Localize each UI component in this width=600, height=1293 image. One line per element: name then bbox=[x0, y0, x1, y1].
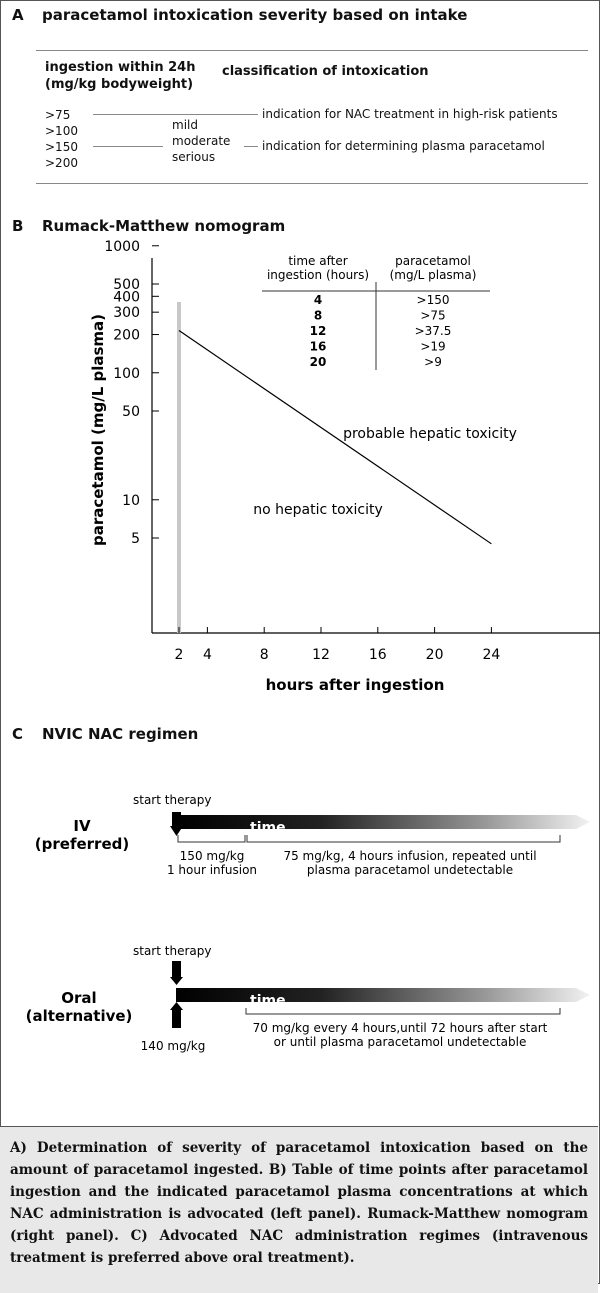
iv-label-sub: (preferred) bbox=[35, 835, 129, 853]
oral-dose-arrow bbox=[170, 1002, 183, 1010]
oral-dose-marker bbox=[172, 1010, 181, 1028]
iv-dose1-sub: 1 hour infusion bbox=[167, 863, 257, 877]
y-tick-label: 100 bbox=[113, 366, 140, 382]
iv-dose2: 75 mg/kg, 4 hours infusion, repeated unt… bbox=[283, 849, 536, 863]
table-header-conc: (mg/L plasma) bbox=[390, 268, 477, 282]
connector-line bbox=[244, 146, 258, 147]
y-tick-label: 400 bbox=[113, 289, 140, 305]
y-axis-label: paracetamol (mg/L plasma) bbox=[89, 314, 107, 546]
iv-dose1-bracket bbox=[177, 835, 246, 843]
table-time-cell: 16 bbox=[310, 340, 327, 354]
x-tick-label: 20 bbox=[426, 647, 444, 663]
y-tick-label: 50 bbox=[122, 404, 140, 420]
oral-dose2-bracket bbox=[245, 1008, 561, 1015]
table-header-time: time after bbox=[288, 254, 347, 268]
y-tick-label: 500 bbox=[113, 277, 140, 293]
regimen-diagram: start therapy time IV (preferred) 150 mg… bbox=[26, 793, 590, 1053]
col1-header-line2: (mg/kg bodyweight) bbox=[45, 77, 194, 92]
oral-dose2-sub: or until plasma paracetamol undetectable bbox=[274, 1035, 527, 1049]
intake-row: >200 bbox=[45, 156, 78, 170]
x-tick-label: 2 bbox=[175, 647, 184, 663]
panel-b-title: Rumack-Matthew nomogram bbox=[42, 217, 286, 235]
panel-a-bottom-rule bbox=[36, 183, 588, 184]
class-label: serious bbox=[172, 150, 216, 164]
oral-time-label: time bbox=[250, 993, 286, 1009]
x-tick-label: 24 bbox=[482, 647, 500, 663]
oral-label-sub: (alternative) bbox=[26, 1007, 133, 1025]
table-conc-cell: >75 bbox=[420, 309, 445, 323]
x-tick-label: 4 bbox=[203, 647, 212, 663]
oral-dose2: 70 mg/kg every 4 hours,until 72 hours af… bbox=[253, 1021, 548, 1035]
table-time-cell: 4 bbox=[314, 293, 322, 307]
iv-time-arrow bbox=[176, 815, 590, 829]
table-header-time: ingestion (hours) bbox=[267, 268, 369, 282]
x-axis-label: hours after ingestion bbox=[266, 676, 445, 694]
y-tick-label: 5 bbox=[131, 531, 140, 547]
panel-a-top-rule bbox=[36, 50, 588, 51]
oral-start-arrow bbox=[170, 977, 183, 985]
class-label: mild bbox=[172, 118, 198, 132]
x-tick-label: 16 bbox=[369, 647, 387, 663]
connector-line bbox=[93, 114, 258, 115]
table-time-cell: 12 bbox=[310, 324, 327, 338]
connector-line bbox=[93, 146, 163, 147]
iv-dose2-sub: plasma paracetamol undetectable bbox=[307, 863, 513, 877]
table-conc-cell: >9 bbox=[424, 355, 442, 369]
y-tick-label: 1000 bbox=[104, 240, 140, 255]
oral-start-label: start therapy bbox=[133, 944, 211, 958]
intake-row: >150 bbox=[45, 140, 78, 154]
intake-row: >100 bbox=[45, 124, 78, 138]
table-conc-cell: >150 bbox=[417, 293, 450, 307]
panel-a-letter: A bbox=[12, 6, 24, 24]
x-tick-label: 12 bbox=[312, 647, 330, 663]
iv-dose1: 150 mg/kg bbox=[180, 849, 245, 863]
panel-b-letter: B bbox=[12, 217, 24, 235]
oral-time-arrow bbox=[176, 988, 590, 1002]
threshold-line bbox=[178, 330, 492, 545]
x-tick-label: 8 bbox=[260, 647, 269, 663]
figure-caption: A) Determination of severity of paraceta… bbox=[0, 1126, 598, 1293]
panel-c-title: NVIC NAC regimen bbox=[42, 725, 199, 743]
table-header-conc: paracetamol bbox=[395, 254, 471, 268]
nac-indication-note: indication for NAC treatment in high-ris… bbox=[262, 107, 558, 121]
annotation-no-toxicity: no hepatic toxicity bbox=[253, 502, 383, 518]
y-tick-label: 200 bbox=[113, 328, 140, 344]
plasma-indication-note: indication for determining plasma parace… bbox=[262, 139, 545, 153]
iv-dose2-bracket bbox=[246, 835, 561, 843]
col2-header: classification of intoxication bbox=[222, 64, 429, 79]
annotation-probable-toxicity: probable hepatic toxicity bbox=[343, 426, 517, 442]
oral-label: Oral bbox=[61, 989, 96, 1007]
panel-c-letter: C bbox=[12, 725, 24, 743]
table-conc-cell: >37.5 bbox=[415, 324, 452, 338]
intake-row: >75 bbox=[45, 108, 71, 122]
y-tick-label: 10 bbox=[122, 493, 140, 509]
iv-label: IV bbox=[73, 817, 91, 835]
y-tick-label: 300 bbox=[113, 305, 140, 321]
class-label: moderate bbox=[172, 134, 231, 148]
table-conc-cell: >19 bbox=[420, 340, 445, 354]
table-time-cell: 8 bbox=[314, 309, 322, 323]
panel-a-title: paracetamol intoxication severity based … bbox=[42, 6, 468, 24]
table-time-cell: 20 bbox=[310, 355, 327, 369]
col1-header-line1: ingestion within 24h bbox=[45, 60, 196, 75]
oral-dose1: 140 mg/kg bbox=[141, 1039, 206, 1053]
iv-time-label: time bbox=[250, 820, 286, 836]
iv-start-label: start therapy bbox=[133, 793, 211, 807]
oral-start-marker bbox=[172, 961, 181, 977]
